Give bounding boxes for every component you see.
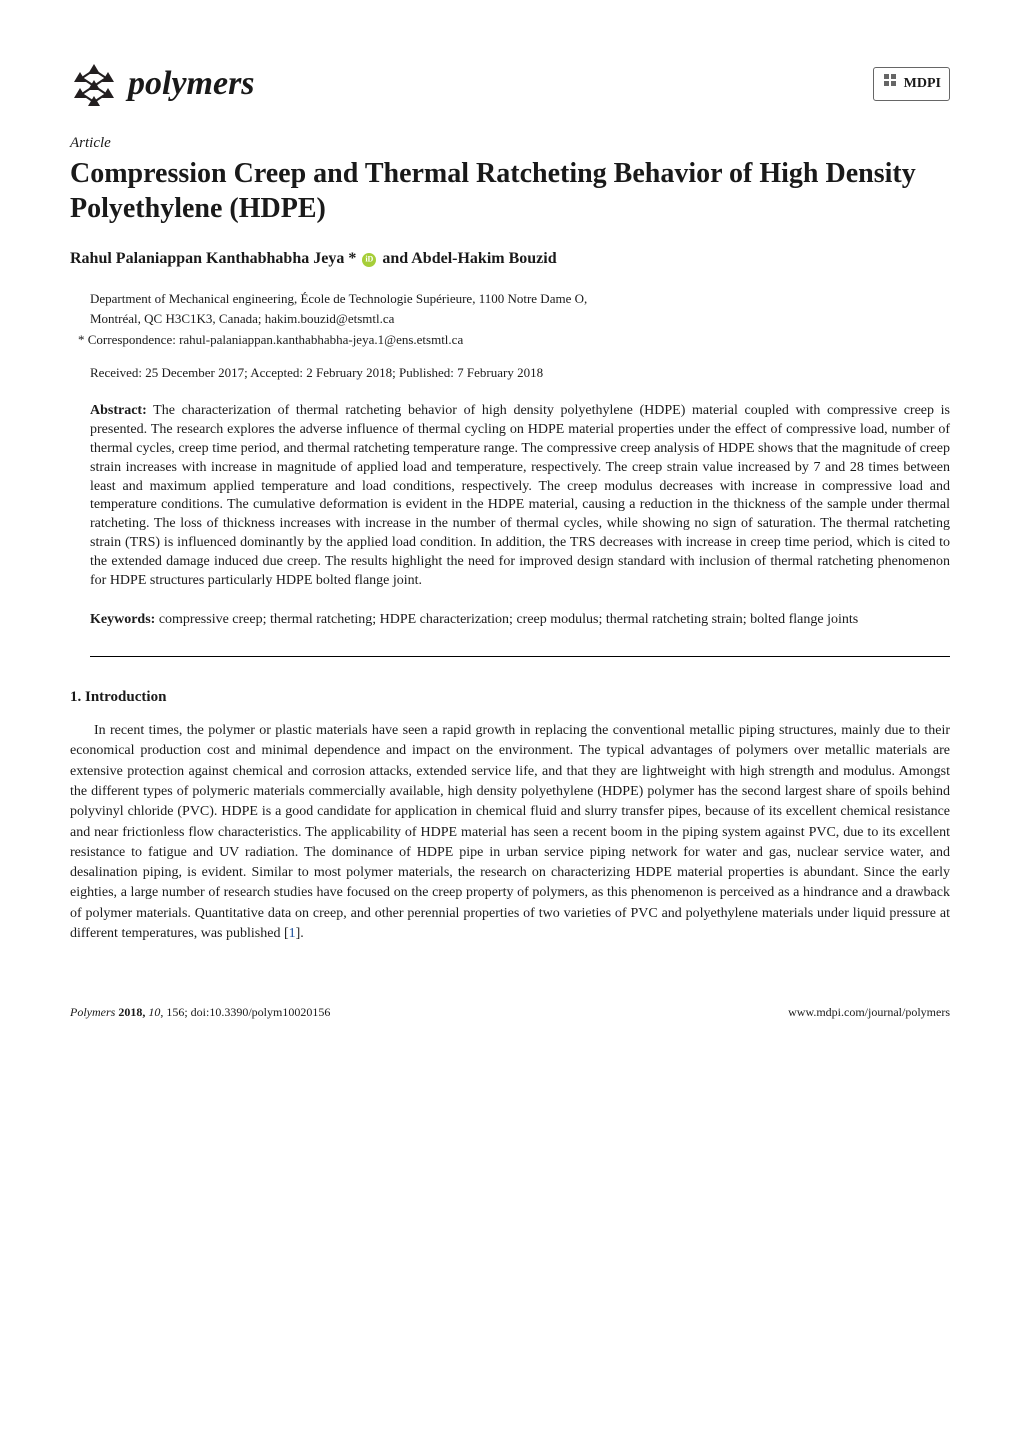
author-2: and Abdel-Hakim Bouzid — [382, 250, 556, 267]
author-1: Rahul Palaniappan Kanthabhabha Jeya * — [70, 250, 356, 267]
para-1-text-a: In recent times, the polymer or plastic … — [70, 723, 950, 941]
footer-url[interactable]: www.mdpi.com/journal/polymers — [788, 1004, 950, 1020]
footer-year: 2018, — [115, 1005, 148, 1019]
abstract-text: The characterization of thermal ratcheti… — [90, 403, 950, 588]
keywords-block: Keywords: compressive creep; thermal rat… — [70, 611, 950, 630]
abstract-label: Abstract: — [90, 403, 147, 418]
publication-dates: Received: 25 December 2017; Accepted: 2 … — [70, 364, 950, 382]
authors-line: Rahul Palaniappan Kanthabhabha Jeya * an… — [70, 248, 950, 270]
keywords-label: Keywords: — [90, 612, 155, 627]
publisher-logo: MDPI — [873, 67, 950, 102]
publisher-name: MDPI — [904, 75, 941, 94]
section-divider — [90, 656, 950, 657]
affiliation-line-1: Department of Mechanical engineering, Éc… — [70, 290, 950, 308]
polymers-logo-icon — [70, 60, 118, 108]
header-row: polymers MDPI — [70, 60, 950, 108]
page-footer: Polymers 2018, 10, 156; doi:10.3390/poly… — [70, 1004, 950, 1020]
paper-title: Compression Creep and Thermal Ratcheting… — [70, 156, 950, 226]
journal-name: polymers — [128, 61, 255, 107]
orcid-icon[interactable] — [362, 253, 376, 267]
footer-vol: 10 — [148, 1005, 160, 1019]
article-type: Article — [70, 133, 950, 153]
citation-1[interactable]: 1 — [289, 926, 296, 941]
footer-journal: Polymers — [70, 1005, 115, 1019]
correspondence: * Correspondence: rahul-palaniappan.kant… — [70, 331, 950, 349]
journal-logo: polymers — [70, 60, 255, 108]
footer-citation: Polymers 2018, 10, 156; doi:10.3390/poly… — [70, 1004, 330, 1020]
mdpi-icon — [882, 72, 900, 97]
intro-paragraph-1: In recent times, the polymer or plastic … — [70, 721, 950, 944]
abstract-block: Abstract: The characterization of therma… — [70, 402, 950, 591]
keywords-text: compressive creep; thermal ratcheting; H… — [155, 612, 858, 627]
footer-page-doi: , 156; doi:10.3390/polym10020156 — [160, 1005, 330, 1019]
para-1-text-b: ]. — [296, 926, 304, 941]
affiliation-line-2: Montréal, QC H3C1K3, Canada; hakim.bouzi… — [70, 310, 950, 328]
section-1-heading: 1. Introduction — [70, 687, 950, 707]
